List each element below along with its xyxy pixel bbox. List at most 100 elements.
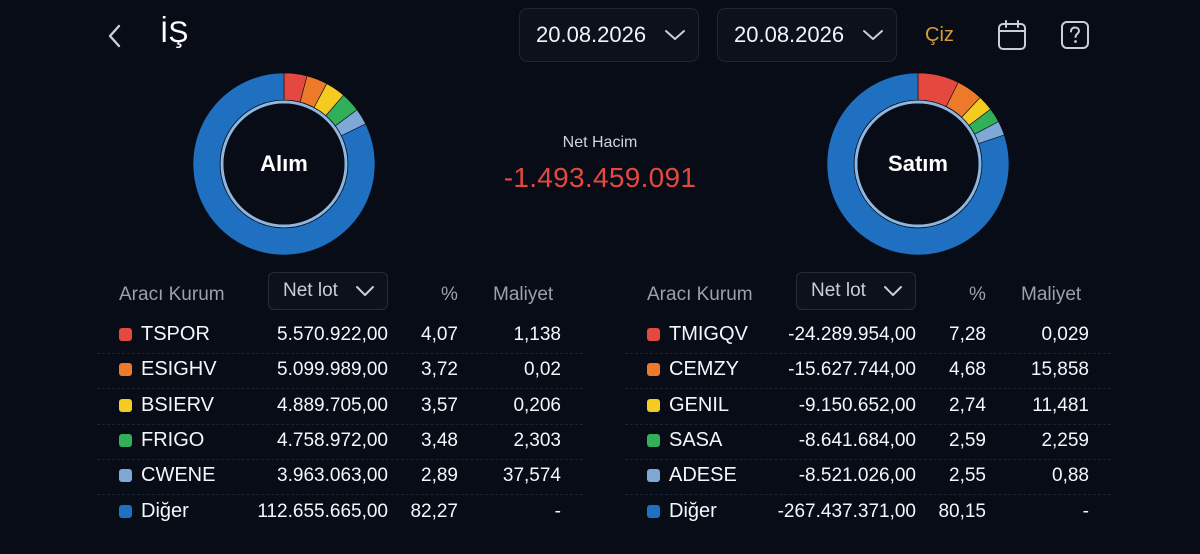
table-row[interactable]: CEMZY -15.627.744,00 4,68 15,858 [625, 353, 1111, 390]
net-lot-value: -24.289.954,00 [788, 324, 916, 345]
buy-donut-chart: Alım [192, 72, 376, 256]
broker-name: Diğer [141, 499, 189, 522]
broker-column-header: Aracı Kurum [119, 284, 225, 305]
net-lot-value: -9.150.652,00 [798, 394, 916, 416]
percent-value: 82,27 [410, 500, 458, 522]
buy-table: Aracı Kurum Net lot % Maliyet TSPOR 5.570… [97, 272, 583, 522]
cost-value: 0,029 [1041, 324, 1089, 345]
table-row[interactable]: ESIGHV 5.099.989,00 3,72 0,02 [97, 353, 583, 390]
percent-column-header: % [969, 284, 986, 305]
color-swatch [647, 433, 660, 447]
net-lot-value: 3.963.063,00 [277, 465, 388, 487]
table-row[interactable]: TMIGQV -24.289.954,00 7,28 0,029 [625, 318, 1111, 354]
percent-value: 7,28 [949, 324, 986, 345]
page-title: İŞ [160, 16, 189, 49]
broker-name: CEMZY [669, 358, 739, 381]
donut-hole [223, 103, 345, 225]
sell-table-header: Aracı Kurum Net lot % Maliyet [625, 272, 1111, 318]
net-lot-value: -267.437.371,00 [777, 500, 916, 522]
percent-value: 3,72 [421, 359, 458, 381]
color-swatch [119, 504, 132, 518]
net-lot-dropdown[interactable]: Net lot [268, 272, 388, 310]
cost-value: 2,259 [1041, 429, 1089, 451]
broker-name: FRIGO [141, 428, 205, 451]
cost-value: 0,206 [513, 394, 561, 416]
broker-name: Diğer [669, 499, 717, 522]
buy-table-header: Aracı Kurum Net lot % Maliyet [97, 272, 583, 318]
broker-name: SASA [669, 428, 723, 451]
percent-value: 3,48 [421, 429, 458, 451]
table-row[interactable]: Diğer -267.437.371,00 80,15 - [625, 495, 1111, 530]
donut-inner-ring [854, 100, 982, 228]
percent-value: 3,57 [421, 394, 458, 416]
cost-value: - [1082, 500, 1089, 522]
sell-donut-label: Satım [888, 151, 948, 176]
color-swatch [647, 469, 660, 483]
percent-value: 2,89 [421, 465, 458, 487]
calendar-icon [998, 20, 1026, 50]
broker-name: GENIL [669, 393, 730, 416]
net-lot-value: -8.641.684,00 [798, 429, 916, 451]
cost-value: 37,574 [502, 465, 561, 487]
cost-value: 11,481 [1032, 394, 1089, 416]
table-row[interactable]: Diğer 112.655.665,00 82,27 - [97, 495, 583, 530]
color-swatch [119, 398, 132, 412]
net-lot-dropdown-label: Net lot [283, 280, 338, 301]
net-volume-label: Net Hacim [562, 134, 638, 151]
date-to-value: 20.08.2026 [734, 22, 845, 47]
table-row[interactable]: FRIGO 4.758.972,00 3,48 2,303 [97, 424, 583, 460]
percent-value: 2,59 [949, 429, 986, 451]
percent-value: 80,15 [938, 500, 986, 522]
net-lot-dropdown[interactable]: Net lot [796, 272, 916, 310]
net-lot-value: 112.655.665,00 [257, 500, 388, 522]
date-to-select[interactable]: 20.08.2026 [717, 8, 897, 62]
color-swatch [647, 363, 660, 377]
percent-value: 2,74 [949, 394, 986, 416]
cost-column-header: Maliyet [1021, 284, 1082, 305]
back-icon [108, 24, 121, 48]
broker-name: TMIGQV [669, 323, 748, 345]
color-swatch [647, 504, 660, 518]
donut-hole [857, 103, 979, 225]
cost-value: - [554, 500, 561, 522]
date-from-value: 20.08.2026 [536, 22, 647, 47]
percent-column-header: % [441, 284, 458, 305]
table-row[interactable]: GENIL -9.150.652,00 2,74 11,481 [625, 389, 1111, 425]
draw-button[interactable]: Çiz [925, 24, 954, 46]
broker-name: BSIERV [141, 393, 214, 416]
donut-slice-diğer[interactable] [192, 72, 376, 256]
help-icon [1061, 21, 1089, 49]
table-row[interactable]: ADESE -8.521.026,00 2,55 0,88 [625, 459, 1111, 496]
color-swatch [119, 433, 132, 447]
net-lot-value: 5.099.989,00 [277, 359, 388, 381]
broker-name: TSPOR [141, 323, 210, 345]
top-bar: İŞ 20.08.2026 20.08.2026 Çiz [0, 0, 1200, 70]
percent-value: 4,07 [421, 324, 458, 345]
net-lot-value: -15.627.744,00 [788, 359, 916, 381]
calendar-button[interactable] [996, 18, 1028, 52]
color-swatch [647, 328, 660, 341]
chevron-down-icon [356, 286, 374, 296]
broker-name: CWENE [141, 464, 216, 487]
cost-column-header: Maliyet [493, 284, 554, 305]
percent-value: 4,68 [949, 359, 986, 381]
net-volume-value: -1.493.459.091 [503, 162, 697, 193]
broker-name: ADESE [669, 464, 737, 487]
help-button[interactable] [1059, 18, 1091, 52]
net-lot-value: -8.521.026,00 [798, 465, 916, 487]
date-from-select[interactable]: 20.08.2026 [519, 8, 699, 62]
chevron-down-icon [863, 30, 883, 40]
broker-name: ESIGHV [141, 358, 217, 381]
cost-value: 1,138 [513, 324, 561, 345]
net-lot-value: 4.758.972,00 [277, 429, 388, 451]
color-swatch [119, 363, 132, 377]
sell-table: Aracı Kurum Net lot % Maliyet TMIGQV -24.… [625, 272, 1111, 522]
table-row[interactable]: BSIERV 4.889.705,00 3,57 0,206 [97, 389, 583, 425]
donut-slice-diğer[interactable] [826, 72, 1010, 256]
table-row[interactable]: SASA -8.641.684,00 2,59 2,259 [625, 424, 1111, 460]
table-row[interactable]: CWENE 3.963.063,00 2,89 37,574 [97, 459, 583, 496]
table-row[interactable]: TSPOR 5.570.922,00 4,07 1,138 [97, 318, 583, 354]
cost-value: 0,02 [524, 359, 561, 381]
net-lot-value: 4.889.705,00 [277, 394, 388, 416]
back-button[interactable] [100, 20, 128, 52]
